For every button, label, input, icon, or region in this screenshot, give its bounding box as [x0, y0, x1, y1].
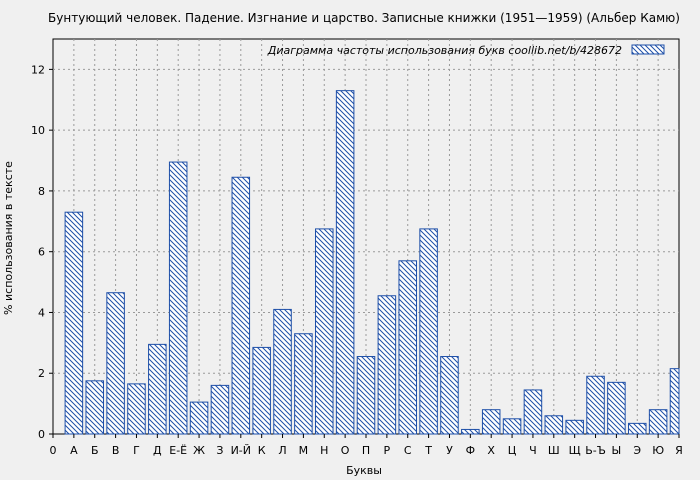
- x-tick-label: П: [362, 444, 370, 457]
- x-tick-label: О: [341, 444, 350, 457]
- bar: [461, 428, 480, 435]
- bar: [628, 422, 647, 435]
- bar: [127, 383, 146, 435]
- x-tick-label: А: [70, 444, 78, 457]
- bar: [586, 375, 605, 435]
- bar: [148, 343, 167, 435]
- y-tick-label: 6: [38, 246, 45, 259]
- x-tick-label: 0: [50, 444, 57, 457]
- bar: [419, 228, 438, 435]
- y-ticks: 0 2 4 6 8 10 12: [31, 63, 53, 441]
- x-tick-label: Б: [91, 444, 99, 457]
- x-tick-label: З: [216, 444, 223, 457]
- bar: [502, 418, 522, 435]
- chart-title: Бунтующий человек. Падение. Изгнание и ц…: [48, 11, 680, 25]
- x-tick-label: Э: [633, 444, 641, 457]
- x-tick-label: И-Й: [231, 444, 251, 457]
- bar: [231, 176, 251, 435]
- bar: [85, 380, 104, 435]
- bar: [607, 381, 626, 435]
- bar: [481, 409, 501, 435]
- bar: [669, 368, 680, 435]
- x-tick-label: Е-Ё: [169, 444, 187, 457]
- y-tick-label: 2: [38, 367, 45, 380]
- y-tick-label: 10: [31, 124, 45, 137]
- x-tick-label: В: [112, 444, 120, 457]
- y-tick-label: 12: [31, 63, 45, 76]
- bar: [398, 260, 417, 435]
- bar: [565, 419, 584, 435]
- bar: [544, 415, 564, 435]
- bar: [189, 401, 209, 435]
- x-tick-label: Ш: [548, 444, 560, 457]
- x-tick-label: Н: [320, 444, 328, 457]
- x-tick-label: Ф: [466, 444, 475, 457]
- x-tick-label: Ч: [529, 444, 537, 457]
- y-tick-label: 4: [38, 306, 45, 319]
- bar: [168, 161, 188, 435]
- x-tick-label: Щ: [569, 444, 581, 457]
- x-tick-label: Л: [278, 444, 286, 457]
- x-ticks: 0 А Б В Г Д Е-Ё Ж З И-Й К Л М Н О П Р С Т У Ф Х Ц Ч Ш Щ Ь-Ъ Ы Э Ю Я: [50, 434, 683, 457]
- x-tick-label: К: [258, 444, 266, 457]
- bar: [64, 211, 84, 435]
- bar: [648, 409, 668, 435]
- bar: [106, 292, 125, 435]
- bar: [252, 346, 271, 435]
- bar: [356, 356, 376, 435]
- bar: [335, 90, 355, 435]
- bar: [440, 356, 459, 435]
- x-tick-label: Д: [153, 444, 162, 457]
- x-tick-label: Я: [675, 444, 683, 457]
- x-tick-label: Ц: [508, 444, 517, 457]
- y-tick-label: 8: [38, 185, 45, 198]
- bar: [210, 384, 230, 435]
- bar: [294, 333, 313, 435]
- x-tick-label: Х: [487, 444, 495, 457]
- legend-label: Диаграмма частоты использования букв coo…: [267, 44, 622, 57]
- bar: [315, 228, 334, 435]
- x-tick-label: Г: [133, 444, 140, 457]
- x-tick-label: Ы: [612, 444, 622, 457]
- bars: [64, 90, 680, 435]
- legend-swatch: [631, 44, 665, 55]
- x-tick-label: У: [446, 444, 453, 457]
- x-tick-label: Т: [424, 444, 432, 457]
- bar: [377, 295, 397, 435]
- x-tick-label: Р: [384, 444, 391, 457]
- bar: [523, 389, 543, 435]
- x-axis-title: Буквы: [346, 464, 382, 477]
- legend: Диаграмма частоты использования букв coo…: [267, 44, 665, 57]
- y-tick-label: 0: [38, 428, 45, 441]
- y-axis-title: % использования в тексте: [2, 161, 15, 315]
- x-tick-label: М: [299, 444, 309, 457]
- x-tick-label: Ь-Ъ: [585, 444, 606, 457]
- x-tick-label: С: [404, 444, 412, 457]
- x-tick-label: Ж: [193, 444, 205, 457]
- bar: [273, 308, 292, 435]
- x-tick-label: Ю: [652, 444, 664, 457]
- grid: [53, 39, 679, 434]
